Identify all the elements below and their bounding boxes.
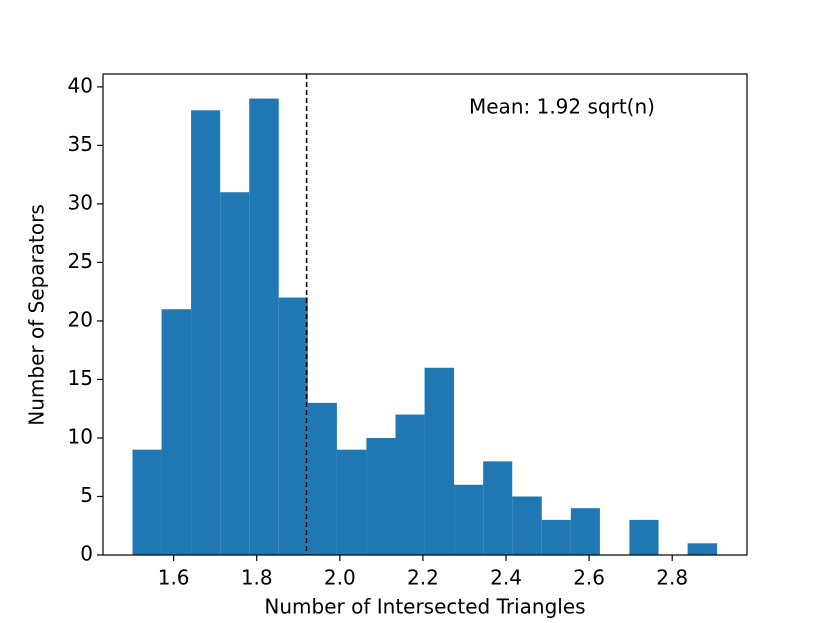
bar <box>687 543 718 555</box>
y-tick-label: 20 <box>68 307 93 331</box>
bar <box>629 519 659 555</box>
y-tick-label: 40 <box>68 73 93 97</box>
y-tick-label: 30 <box>68 190 93 214</box>
bar <box>512 496 542 555</box>
x-tick-label: 2.2 <box>407 566 439 590</box>
x-tick-label: 1.6 <box>158 566 190 590</box>
bar <box>132 449 162 555</box>
bar <box>220 192 250 555</box>
y-tick-label: 25 <box>68 249 93 273</box>
bar <box>424 367 455 555</box>
bar <box>307 402 337 555</box>
y-tick-label: 0 <box>80 542 93 566</box>
bar <box>366 437 396 555</box>
x-tick-label: 2.0 <box>324 566 356 590</box>
y-axis-label: Number of Separators <box>25 204 49 425</box>
bar <box>191 110 221 555</box>
y-tick-label: 15 <box>68 366 93 390</box>
y-tick-label: 35 <box>68 132 93 156</box>
bar <box>541 519 571 555</box>
x-tick-label: 1.8 <box>241 566 273 590</box>
y-tick-label: 10 <box>68 424 93 448</box>
bar <box>161 309 192 555</box>
bar <box>249 98 279 555</box>
y-tick-label: 5 <box>80 483 93 507</box>
bar <box>395 414 425 555</box>
bar <box>570 508 600 555</box>
x-tick-label: 2.8 <box>656 566 688 590</box>
x-tick-label: 2.6 <box>573 566 605 590</box>
bar <box>336 449 367 555</box>
x-tick-label: 2.4 <box>490 566 522 590</box>
bar <box>454 484 484 555</box>
bar <box>483 461 513 555</box>
plot-frame <box>102 73 748 556</box>
x-axis-label: Number of Intersected Triangles <box>264 595 585 619</box>
annotation: Mean: 1.92 sqrt(n) <box>469 95 655 119</box>
bar <box>278 297 308 555</box>
